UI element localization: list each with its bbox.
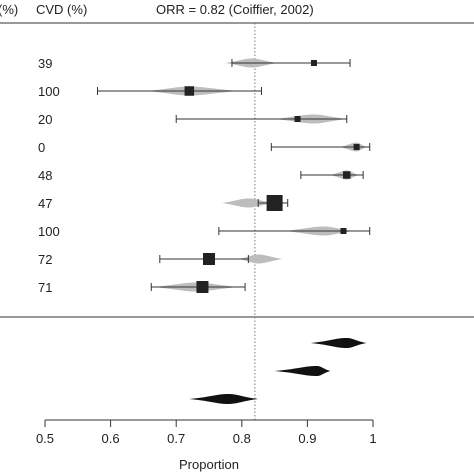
x-tick-label: 1 — [369, 431, 376, 446]
study-point-estimate — [184, 86, 195, 96]
study-row-label: 100 — [38, 224, 60, 239]
study-point-estimate — [203, 253, 215, 265]
study-row-label: 0 — [38, 140, 45, 155]
study-row-label: 100 — [38, 84, 60, 99]
x-tick-label: 0.9 — [298, 431, 316, 446]
study-posterior-shape — [222, 198, 275, 208]
study-posterior-shape — [238, 254, 283, 264]
study-row-label: 39 — [38, 56, 52, 71]
study-point-estimate — [196, 281, 209, 293]
study-point-estimate — [266, 195, 283, 211]
summary-diamond — [189, 394, 259, 404]
x-tick-label: 0.5 — [36, 431, 54, 446]
x-axis-label: Proportion — [179, 457, 239, 472]
study-point-estimate — [353, 144, 360, 150]
study-row-label: 47 — [38, 196, 52, 211]
study-point-estimate — [294, 116, 301, 122]
x-tick-label: 0.7 — [167, 431, 185, 446]
x-tick-label: 0.8 — [233, 431, 251, 446]
study-row-label: 48 — [38, 168, 52, 183]
study-point-estimate — [340, 228, 347, 234]
study-row-label: 72 — [38, 252, 52, 267]
study-row-label: 71 — [38, 280, 52, 295]
summary-diamond — [274, 366, 331, 376]
study-point-estimate — [343, 171, 351, 179]
summary-diamond — [310, 338, 367, 348]
study-point-estimate — [310, 60, 317, 66]
x-tick-label: 0.6 — [102, 431, 120, 446]
header-col1: (%) — [0, 2, 18, 17]
study-row-label: 20 — [38, 112, 52, 127]
header-ref-text: ORR = 0.82 (Coiffier, 2002) — [156, 2, 314, 17]
header-col2: CVD (%) — [36, 2, 87, 17]
